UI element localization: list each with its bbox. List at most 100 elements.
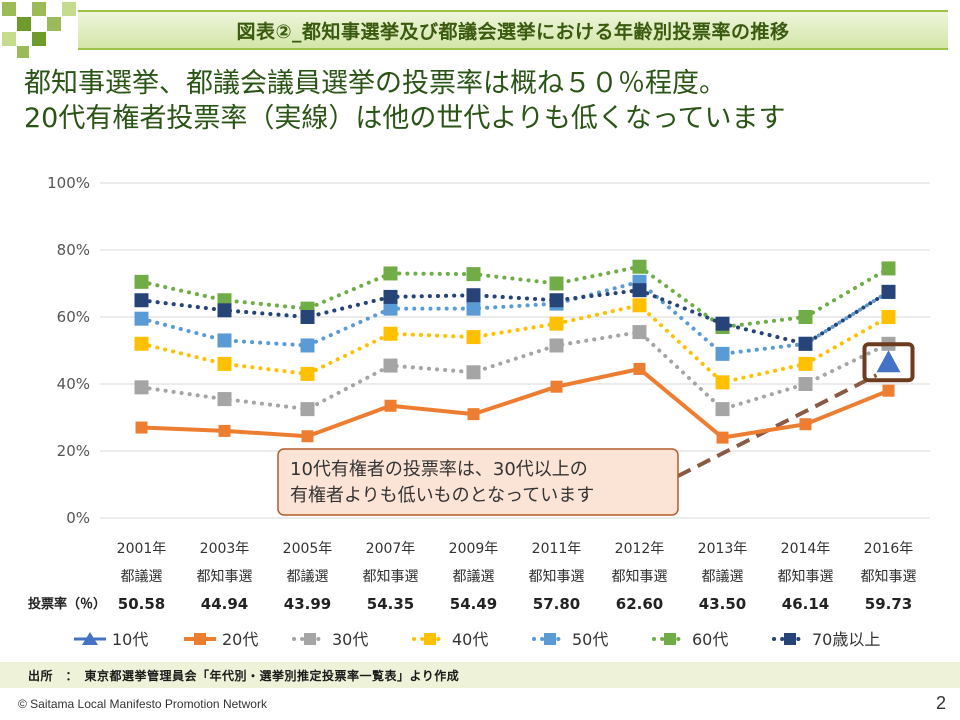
x-tick-sublabel: 都知事選 [861,568,917,585]
legend-marker [194,633,206,645]
headline-line-1: 都知事選挙、都議会議員選挙の投票率は概ね５０％程度。 [24,68,726,99]
copyright-footer: © Saitama Local Manifesto Promotion Netw… [18,697,267,711]
data-point [134,293,149,308]
headline-line-2: 20代有権者投票率（実線）は他の世代よりも低くなっています [24,103,786,134]
data-point [632,325,647,340]
data-point [881,261,896,276]
annotation-pointer [677,373,878,478]
legend-marker [544,633,556,645]
data-point [715,346,730,361]
legend-label: 30代 [332,630,368,649]
legend-marker [304,633,316,645]
data-point [134,311,149,326]
data-point [549,276,564,291]
y-tick-label: 100% [47,174,90,192]
x-tick-sublabel: 都議選 [287,568,329,585]
x-tick-label: 2003年 [200,541,250,557]
legend-label: 40代 [452,630,488,649]
x-tick-sublabel: 都議選 [121,568,163,585]
x-tick-label: 2007年 [366,541,416,557]
data-point [466,330,481,345]
data-point [549,293,564,308]
data-point [217,333,232,348]
data-point [881,310,896,324]
legend-marker [82,632,98,645]
x-tick-label: 2012年 [615,541,665,557]
data-point [549,338,564,353]
x-tick-label: 2014年 [781,541,831,557]
series-line-5 [139,264,891,330]
highlight-box [862,342,915,383]
turnout-value: 46.14 [782,595,829,613]
turnout-row-label: 投票率（％） [28,596,106,612]
data-point [466,365,481,380]
turnout-value: 57.80 [533,595,580,613]
turnout-value: 54.49 [450,595,497,613]
y-tick-label: 80% [57,241,90,259]
data-point [383,301,398,316]
data-point [798,377,813,391]
x-tick-label: 2013年 [698,541,748,557]
data-point [798,336,813,351]
data-point [300,402,315,417]
data-point [135,421,148,434]
legend-marker [424,633,436,645]
y-tick-label: 60% [57,308,90,326]
data-point [632,283,647,298]
annotation-line-1: 10代有権者の投票率は、30代以上の [290,459,588,480]
turnout-value: 59.73 [865,595,912,613]
data-point [550,380,563,393]
page-title: 図表②_都知事選挙及び都議会選挙における年齢別投票率の推移 [236,20,790,43]
source-note: 出所 ： 東京都選挙管理員会「年代別・選挙別推定投票率一覧表」より作成 [28,668,460,683]
x-tick-sublabel: 都議選 [702,568,744,585]
data-point [715,375,730,390]
x-tick-label: 2011年 [532,541,582,557]
data-point [716,431,729,444]
x-tick-sublabel: 都知事選 [363,568,419,585]
legend-label: 20代 [222,630,258,649]
turnout-value: 62.60 [616,595,663,613]
legend-label: 10代 [112,630,148,649]
y-tick-label: 0% [66,509,90,527]
data-point [217,356,232,371]
x-tick-sublabel: 都知事選 [778,568,834,585]
data-point [882,384,895,397]
legend-label: 60代 [692,630,728,649]
turnout-value: 43.99 [284,595,331,613]
turnout-value: 50.58 [118,595,165,613]
data-point [383,289,398,304]
turnout-value: 44.94 [201,595,248,613]
data-point [467,408,480,421]
x-tick-label: 2016年 [864,541,914,557]
headline: 都知事選挙、都議会議員選挙の投票率は概ね５０％程度。 20代有権者投票率（実線）… [24,66,944,136]
x-tick-label: 2001年 [117,541,167,557]
x-tick-sublabel: 都知事選 [197,568,253,585]
legend-label: 70歳以上 [812,630,880,649]
y-tick-label: 40% [57,375,90,393]
data-point [466,267,481,282]
x-tick-label: 2009年 [449,541,499,557]
data-point [633,362,646,375]
x-tick-sublabel: 都知事選 [612,568,668,585]
data-point [632,298,647,313]
series-line-4 [139,279,891,356]
data-point [798,310,813,324]
source-bar: 出所 ： 東京都選挙管理員会「年代別・選挙別推定投票率一覧表」より作成 [0,662,960,688]
data-point [881,284,896,299]
legend-marker [664,633,676,645]
data-point [134,336,149,351]
data-point [799,418,812,431]
data-point [217,392,232,407]
title-bar: 図表②_都知事選挙及び都議会選挙における年齢別投票率の推移 [78,10,948,50]
data-point [134,380,149,395]
data-point [549,316,564,331]
data-point [300,366,315,381]
annotation-line-2: 有権者よりも低いものとなっています [290,485,594,506]
x-tick-label: 2005年 [283,541,333,557]
data-point [218,424,231,437]
data-point [134,274,149,289]
data-point-10s [876,350,901,373]
data-point [383,326,398,341]
series-line-1 [141,366,890,440]
